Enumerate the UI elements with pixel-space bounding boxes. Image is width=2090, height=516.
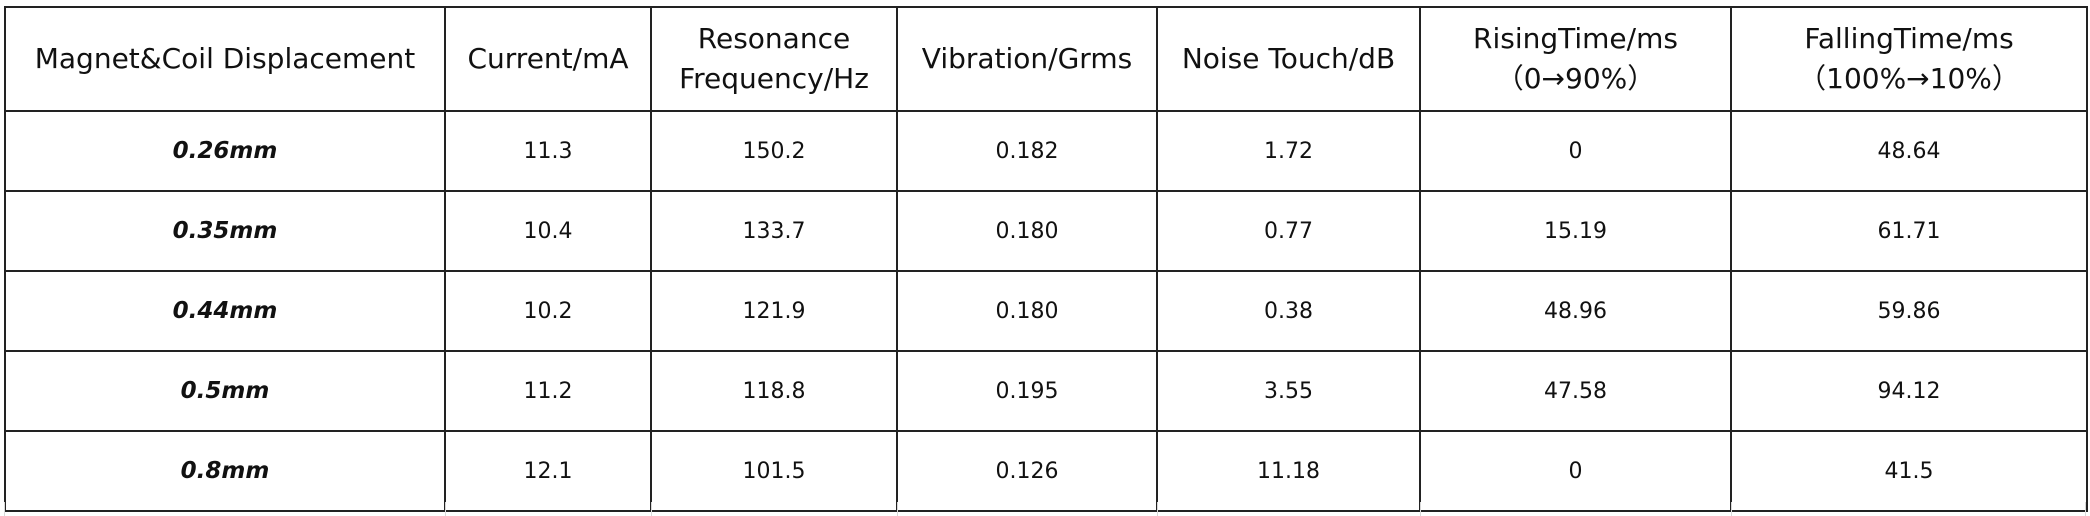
cell-current: 12.1 [444,430,652,512]
cell-current: 11.3 [444,110,652,192]
gridline-stub [897,502,898,516]
cell-rising: 48.96 [1419,270,1732,352]
gridline-stub [651,502,652,516]
cell-rising: 15.19 [1419,190,1732,272]
header-resonance: Resonance Frequency/Hz [650,6,898,112]
cell-falling: 61.71 [1730,190,2088,272]
table-row: 0.44mm 10.2 121.9 0.180 0.38 48.96 59.86 [4,270,2088,352]
cell-vibration: 0.182 [896,110,1158,192]
cell-resonance: 118.8 [650,350,898,432]
gridline-stub [2085,502,2086,516]
header-falling-time: FallingTime/ms （100%→10%） [1730,6,2088,112]
cell-displacement: 0.35mm [4,190,446,272]
cell-vibration: 0.126 [896,430,1158,512]
cell-noise: 11.18 [1156,430,1421,512]
cell-current: 10.2 [444,270,652,352]
gridline-stub [1731,502,1732,516]
cell-vibration: 0.180 [896,270,1158,352]
cell-falling: 59.86 [1730,270,2088,352]
header-current: Current/mA [444,6,652,112]
header-displacement: Magnet&Coil Displacement [4,6,446,112]
header-row: Magnet&Coil Displacement Current/mA Reso… [4,6,2088,112]
sheet-gridline-stubs [0,502,2090,516]
cell-noise: 0.77 [1156,190,1421,272]
cell-falling: 48.64 [1730,110,2088,192]
table-row: 0.8mm 12.1 101.5 0.126 11.18 0 41.5 [4,430,2088,512]
header-vibration: Vibration/Grms [896,6,1158,112]
gridline-stub [445,502,446,516]
cell-displacement: 0.44mm [4,270,446,352]
cell-rising: 0 [1419,110,1732,192]
cell-noise: 1.72 [1156,110,1421,192]
cell-displacement: 0.26mm [4,110,446,192]
table-row: 0.26mm 11.3 150.2 0.182 1.72 0 48.64 [4,110,2088,192]
cell-noise: 0.38 [1156,270,1421,352]
cell-resonance: 133.7 [650,190,898,272]
gridline-stub [1157,502,1158,516]
gridline-stub [4,502,5,516]
cell-displacement: 0.8mm [4,430,446,512]
cell-resonance: 101.5 [650,430,898,512]
gridline-stub [1420,502,1421,516]
table-row: 0.35mm 10.4 133.7 0.180 0.77 15.19 61.71 [4,190,2088,272]
header-rising-time: RisingTime/ms （0→90%） [1419,6,1732,112]
cell-rising: 0 [1419,430,1732,512]
cell-falling: 94.12 [1730,350,2088,432]
cell-vibration: 0.180 [896,190,1158,272]
data-table: Magnet&Coil Displacement Current/mA Reso… [4,6,2088,512]
cell-resonance: 121.9 [650,270,898,352]
cell-falling: 41.5 [1730,430,2088,512]
cell-vibration: 0.195 [896,350,1158,432]
table-row: 0.5mm 11.2 118.8 0.195 3.55 47.58 94.12 [4,350,2088,432]
cell-displacement: 0.5mm [4,350,446,432]
cell-resonance: 150.2 [650,110,898,192]
cell-noise: 3.55 [1156,350,1421,432]
cell-current: 11.2 [444,350,652,432]
cell-rising: 47.58 [1419,350,1732,432]
header-noise: Noise Touch/dB [1156,6,1421,112]
cell-current: 10.4 [444,190,652,272]
